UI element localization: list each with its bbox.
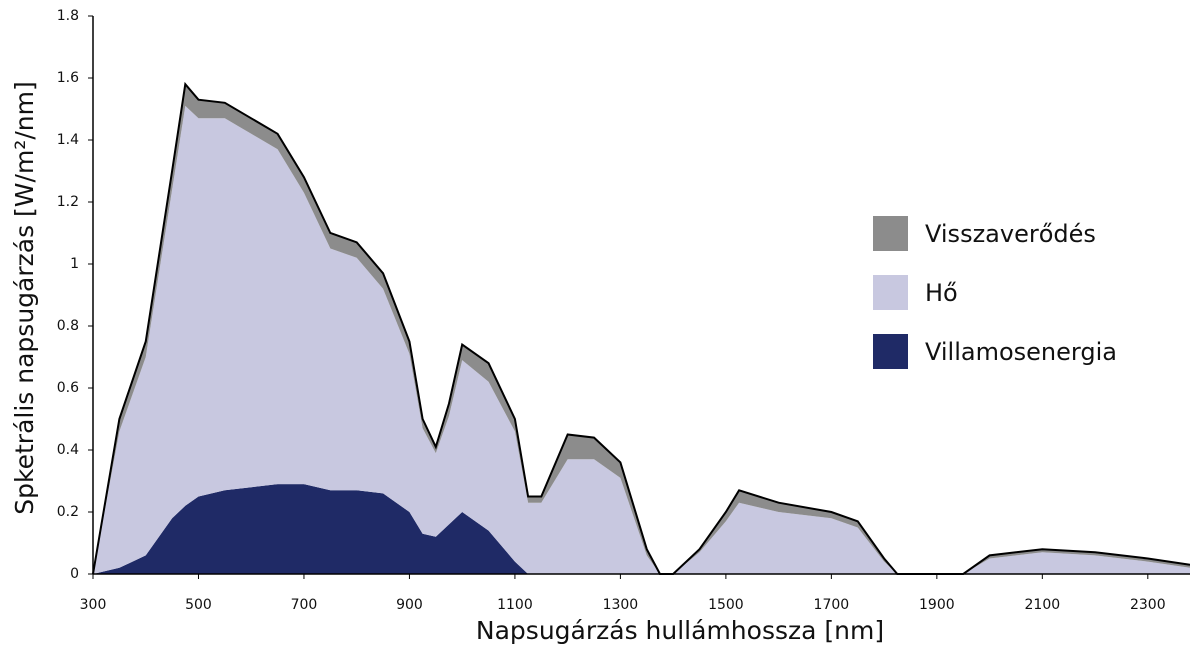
x-tick-label: 1100 bbox=[497, 597, 533, 613]
y-tick-label: 0.8 bbox=[57, 318, 79, 334]
y-tick-label: 1 bbox=[70, 256, 79, 272]
y-tick-label: 1.8 bbox=[57, 8, 79, 24]
y-tick-label: 0.2 bbox=[57, 504, 79, 520]
y-tick-label: 0 bbox=[70, 566, 79, 582]
x-tick-label: 2300 bbox=[1130, 597, 1166, 613]
y-axis-label: Spketrális napsugárzás [W/m²/nm] bbox=[10, 81, 39, 514]
y-tick-label: 0.4 bbox=[57, 442, 79, 458]
legend-swatch bbox=[873, 275, 908, 310]
x-tick-label: 1300 bbox=[603, 597, 639, 613]
y-tick-label: 1.2 bbox=[57, 194, 79, 210]
y-tick-label: 1.4 bbox=[57, 132, 79, 148]
legend-label: Hő bbox=[925, 279, 958, 307]
area bbox=[93, 105, 1190, 575]
x-tick-label: 2100 bbox=[1025, 597, 1061, 613]
x-tick-label: 500 bbox=[185, 597, 212, 613]
x-tick-label: 300 bbox=[80, 597, 107, 613]
area bbox=[93, 484, 1190, 574]
legend-swatch bbox=[873, 334, 908, 369]
x-tick-label: 1900 bbox=[919, 597, 955, 613]
y-tick-label: 0.6 bbox=[57, 380, 79, 396]
x-tick-label: 900 bbox=[396, 597, 423, 613]
y-tick-label: 1.6 bbox=[57, 70, 79, 86]
x-axis-label: Napsugárzás hullámhossza [nm] bbox=[476, 616, 884, 645]
legend-swatch bbox=[873, 216, 908, 251]
x-tick-label: 700 bbox=[291, 597, 318, 613]
x-tick-label: 1700 bbox=[814, 597, 850, 613]
legend-label: Villamosenergia bbox=[925, 338, 1117, 366]
legend-label: Visszaverődés bbox=[925, 220, 1096, 248]
x-tick-label: 1500 bbox=[708, 597, 744, 613]
